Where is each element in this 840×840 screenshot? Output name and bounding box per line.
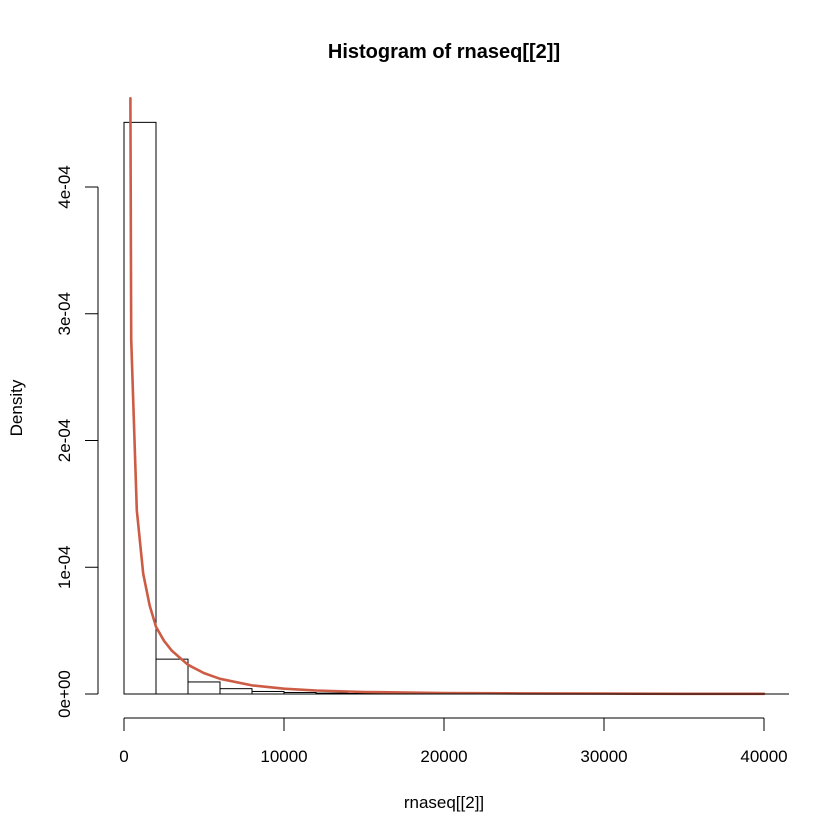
y-axis: 0e+00 1e-04 2e-04 3e-04 4e-04 bbox=[55, 165, 99, 718]
y-tick-label: 2e-04 bbox=[55, 419, 74, 462]
y-tick-label: 4e-04 bbox=[55, 165, 74, 208]
histogram-bar bbox=[123, 121, 157, 695]
histogram-bar bbox=[155, 658, 189, 695]
density-curve bbox=[129, 97, 766, 696]
y-tick-label: 1e-04 bbox=[55, 546, 74, 589]
y-axis-label: Density bbox=[7, 379, 26, 436]
x-tick-label: 40000 bbox=[740, 747, 787, 766]
x-axis-label: rnaseq[[2]] bbox=[404, 793, 484, 812]
x-axis: 0 10000 20000 30000 40000 bbox=[119, 717, 788, 766]
x-tick-label: 10000 bbox=[260, 747, 307, 766]
x-tick-label: 20000 bbox=[420, 747, 467, 766]
y-tick-label: 0e+00 bbox=[55, 670, 74, 718]
density-curve-layer bbox=[129, 97, 766, 696]
y-tick-label: 3e-04 bbox=[55, 292, 74, 335]
histogram-bar bbox=[187, 681, 221, 695]
histogram-bars bbox=[123, 121, 765, 695]
chart-title: Histogram of rnaseq[[2]] bbox=[328, 41, 560, 63]
x-tick-label: 0 bbox=[119, 747, 128, 766]
x-tick-label: 30000 bbox=[580, 747, 627, 766]
histogram-bar bbox=[219, 688, 253, 695]
